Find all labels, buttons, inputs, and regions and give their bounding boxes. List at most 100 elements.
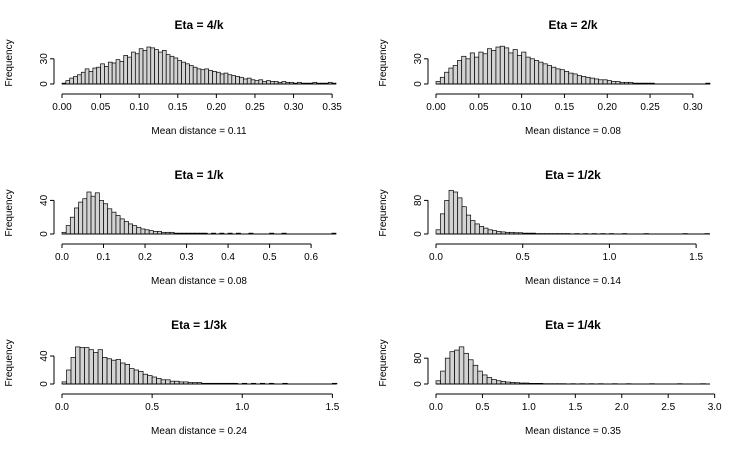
histogram-bar [128,224,132,234]
histogram-bar [594,79,598,84]
x-tick-label: 0.4 [221,252,235,263]
histogram-bar [259,80,263,84]
histogram-bar [462,207,466,234]
histogram-bar [607,81,611,84]
histogram-bar [255,81,259,84]
histogram-bar [83,199,87,234]
panel-title: Eta = 1/2k [545,168,601,182]
x-tick-label: 1.5 [689,252,703,263]
histogram-bar [85,69,89,84]
histogram-bar [152,377,157,384]
histogram-bar [85,348,90,384]
histogram-bar [116,216,120,234]
histogram-bar [449,68,453,84]
histogram-bar [134,370,139,384]
histogram-bar [99,200,103,234]
histogram-bar [137,227,141,234]
histogram-bar [189,66,193,84]
histogram-bar [487,378,492,384]
histogram-bar [89,71,93,84]
x-axis-label: Mean distance = 0.14 [525,276,621,287]
panel-title: Eta = 1/3k [171,318,227,332]
histogram-bar [66,81,70,84]
histogram-bar [128,57,132,84]
histogram-bar [143,374,148,384]
histogram-bar [108,62,112,84]
x-tick-label: 0.0 [429,252,443,263]
x-tick-label: 1.5 [568,402,582,413]
histogram-bar [586,77,590,84]
x-tick-label: 0.25 [245,102,265,113]
histogram-bar [469,360,474,384]
x-tick-label: 0.05 [469,102,489,113]
y-axis-label: Frequency [378,339,389,386]
x-tick-label: 1.5 [325,402,339,413]
x-tick-label: 0.0 [55,402,69,413]
x-axis-label: Mean distance = 0.35 [525,426,621,437]
histogram-bar [479,226,483,234]
y-axis-label: Frequency [4,189,15,236]
histogram-bar [103,357,108,384]
histogram-bar [79,202,83,234]
histogram-bar [224,73,228,84]
histogram-bar [466,59,470,84]
histogram-bar [522,52,526,84]
y-tick-label: 0 [39,231,50,237]
histogram-bar [236,76,240,84]
histogram-bar [453,192,457,234]
histogram-bar [104,66,108,84]
histogram-bar [161,380,166,384]
histogram-bar [81,72,85,84]
x-axis-label: Mean distance = 0.08 [525,126,621,137]
histogram-bar [89,350,94,384]
x-tick-label: 0.5 [475,402,489,413]
histogram-bar [120,61,124,84]
histogram-bar [151,48,155,84]
histogram-bar [530,59,534,84]
histogram-bar [112,63,116,84]
histogram-bar [98,350,103,384]
histogram-bar [76,347,81,384]
histogram-bar [441,371,446,384]
histogram-bar [453,66,457,84]
histogram-bar [70,217,74,234]
histogram-bar [247,78,251,84]
histogram-bar [496,47,500,84]
histogram-bar [240,77,244,84]
x-tick-label: 2.0 [615,402,629,413]
y-tick-label: 80 [413,352,424,364]
histogram-bar [473,365,478,384]
histogram-bar [483,54,487,84]
y-tick-label: 40 [39,350,50,362]
histogram-bar [178,60,182,84]
histogram-bar [182,62,186,84]
x-tick-label: 0.25 [640,102,660,113]
histogram-bar [149,231,153,234]
histogram-bar [201,70,205,84]
histogram-bar [197,69,201,84]
histogram-bar [526,57,530,84]
y-axis-label: Frequency [4,39,15,86]
x-tick-label: 0.0 [429,402,443,413]
x-tick-label: 0.00 [52,102,72,113]
histogram-bar [534,60,538,84]
histogram-bar [74,76,78,84]
histogram-bar [77,75,81,84]
y-tick-label: 30 [413,53,424,65]
y-tick-label: 0 [39,81,50,87]
histogram-bar [457,60,461,84]
x-tick-label: 0.30 [284,102,304,113]
y-tick-label: 30 [39,53,50,65]
histogram-bar [505,48,509,84]
histogram-bar [91,196,95,234]
x-tick-label: 0.10 [129,102,149,113]
histogram-bar [547,66,551,84]
x-tick-label: 0.05 [91,102,111,113]
x-tick-label: 0.30 [683,102,703,113]
histogram-bar [582,76,586,84]
histogram-bar [213,71,217,84]
histogram-bar [267,81,271,84]
